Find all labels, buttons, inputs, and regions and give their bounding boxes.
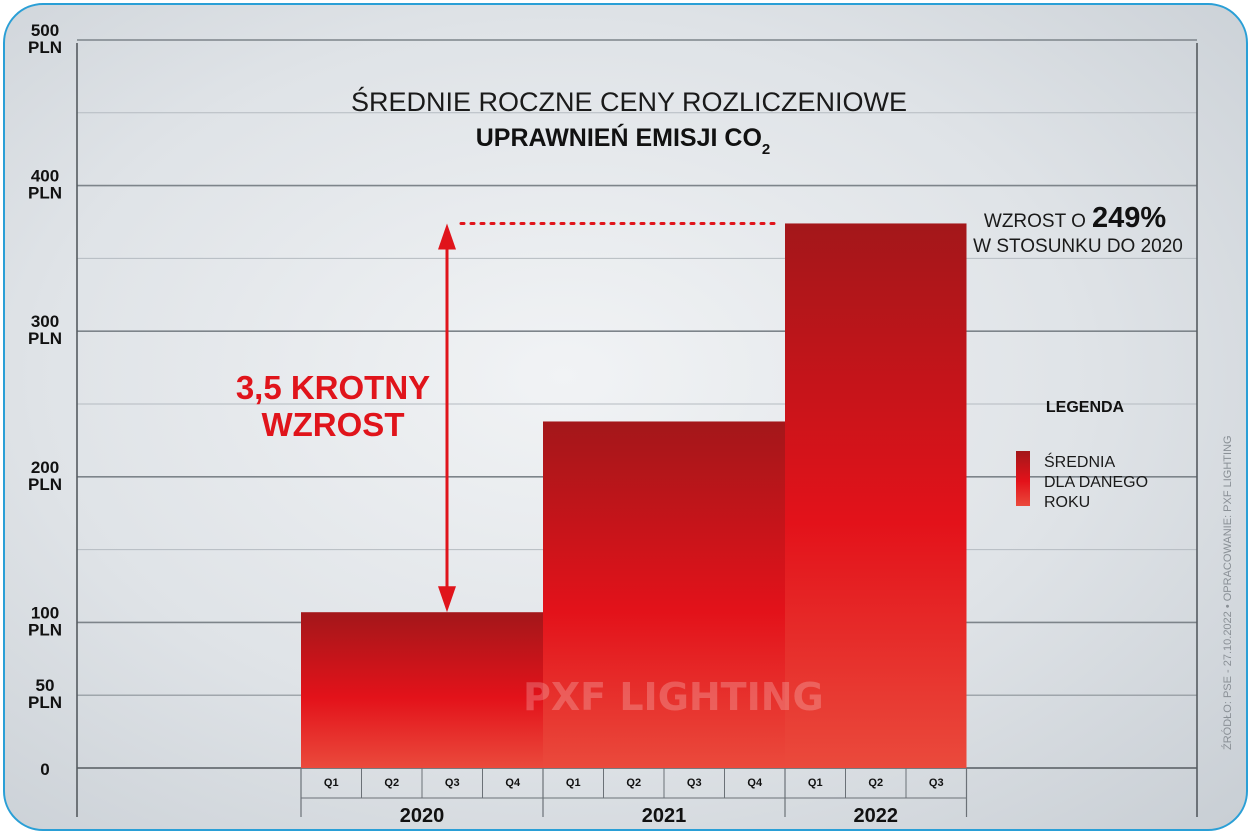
quarter-label-2020-Q4: Q4 (505, 777, 521, 789)
source-note: ŹRÓDŁO: PSE - 27.10.2022 • OPRACOWANIE: … (1221, 435, 1234, 750)
bar-2022 (785, 223, 967, 768)
y-tick-label-200: 200 (31, 458, 59, 477)
chart-subtitle: UPRAWNIEŃ EMISJI CO2 (476, 123, 771, 158)
x-axis: Q1 Q2 Q3 Q4 2020 Q1 Q2 Q3 Q4 2021 Q1 Q2 Q3 2022 (300, 768, 968, 827)
quarter-label-2020-Q1: Q1 (324, 777, 339, 789)
bars (301, 223, 967, 768)
y-tick-unit-400: PLN (28, 184, 62, 203)
legend-item-line-3: ROKU (1044, 494, 1090, 511)
chart-subtitle-main: UPRAWNIEŃ EMISJI CO (476, 123, 762, 152)
quarter-label-2022-Q3: Q3 (929, 777, 944, 789)
arrow-head-up (438, 223, 456, 250)
legend-item-line-1: ŚREDNIA (1044, 452, 1115, 471)
increase-prefix: WZROST O (984, 211, 1086, 232)
quarter-label-2022-Q1: Q1 (808, 777, 823, 789)
y-tick-label-100: 100 (31, 603, 59, 622)
quarter-label-2021-Q4: Q4 (747, 777, 763, 789)
y-tick-unit-100: PLN (28, 620, 62, 639)
quarter-label-2021-Q2: Q2 (626, 777, 641, 789)
multiplier-annotation: 3,5 KROTNY (236, 369, 430, 406)
quarter-label-2020-Q2: Q2 (384, 777, 399, 789)
legend-item-line-2: DLA DANEGO (1044, 474, 1148, 491)
quarter-label-2020-Q3: Q3 (445, 777, 460, 789)
year-label-2022: 2022 (854, 805, 899, 827)
increase-annotation: WZROST O 249% (984, 202, 1166, 234)
chart-title: ŚREDNIE ROCZNE CENY ROZLICZENIOWE (351, 85, 907, 117)
legend-title: LEGENDA (1046, 399, 1125, 416)
y-tick-unit-500: PLN (28, 38, 62, 57)
y-tick-unit-300: PLN (28, 329, 62, 348)
y-tick-label-0: 0 (40, 760, 49, 779)
bar-2021 (543, 421, 785, 768)
arrow-head-down (438, 586, 456, 613)
quarter-label-2021-Q3: Q3 (687, 777, 702, 789)
y-tick-unit-200: PLN (28, 475, 62, 494)
chart-frame: Q1 Q2 Q3 Q4 2020 Q1 Q2 Q3 Q4 2021 Q1 Q2 Q3 2022 0 50 PL… (3, 3, 1248, 831)
chart-subtitle-sub: 2 (762, 141, 770, 158)
year-label-2020: 2020 (400, 805, 445, 827)
year-label-2021: 2021 (642, 805, 687, 827)
growth-arrow (438, 221, 783, 613)
increase-suffix: W STOSUNKU DO 2020 (973, 236, 1183, 257)
multiplier-annotation-2: WZROST (262, 406, 405, 443)
y-tick-label-400: 400 (31, 167, 59, 186)
y-tick-label-500: 500 (31, 21, 59, 40)
y-tick-label-300: 300 (31, 312, 59, 331)
bar-2020 (301, 612, 543, 768)
quarter-label-2021-Q1: Q1 (566, 777, 581, 789)
increase-value: 249% (1092, 202, 1166, 234)
quarter-label-2022-Q2: Q2 (868, 777, 883, 789)
y-tick-unit-50: PLN (28, 693, 62, 712)
watermark: PXF LIGHTING (523, 675, 824, 719)
y-tick-label-50: 50 (36, 676, 55, 695)
grid-lines (77, 39, 1197, 696)
legend-swatch (1016, 451, 1030, 506)
